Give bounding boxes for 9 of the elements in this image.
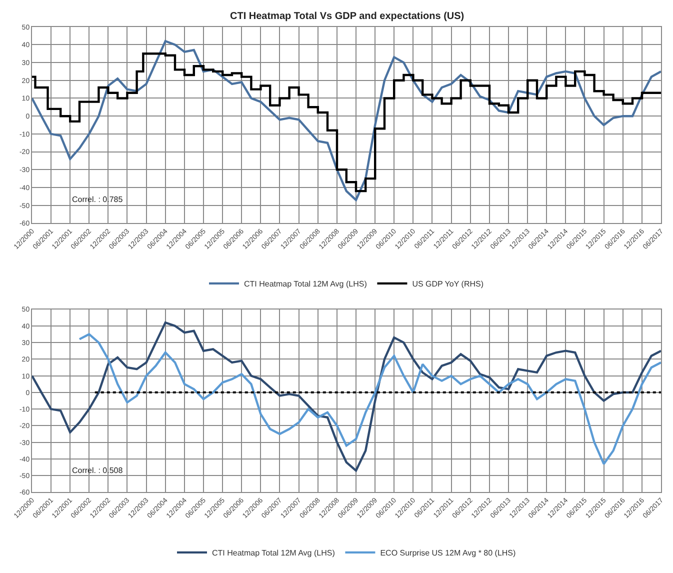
chart-title: CTI Heatmap Total Vs GDP and expectations (US) <box>230 11 464 22</box>
legend-label: US GDP YoY (RHS) <box>412 280 484 289</box>
annotation: Correl. : 0.508 <box>72 466 124 475</box>
legend-label: CTI Heatmap Total 12M Avg (LHS) <box>244 280 368 289</box>
line-series <box>32 321 661 472</box>
legend-label: ECO Surprise US 12M Avg * 80 (LHS) <box>380 548 516 558</box>
line-series <box>78 333 661 466</box>
legend-label: CTI Heatmap Total 12M Avg (LHS) <box>212 548 336 558</box>
annotation: Correl. : 0.785 <box>72 195 124 204</box>
